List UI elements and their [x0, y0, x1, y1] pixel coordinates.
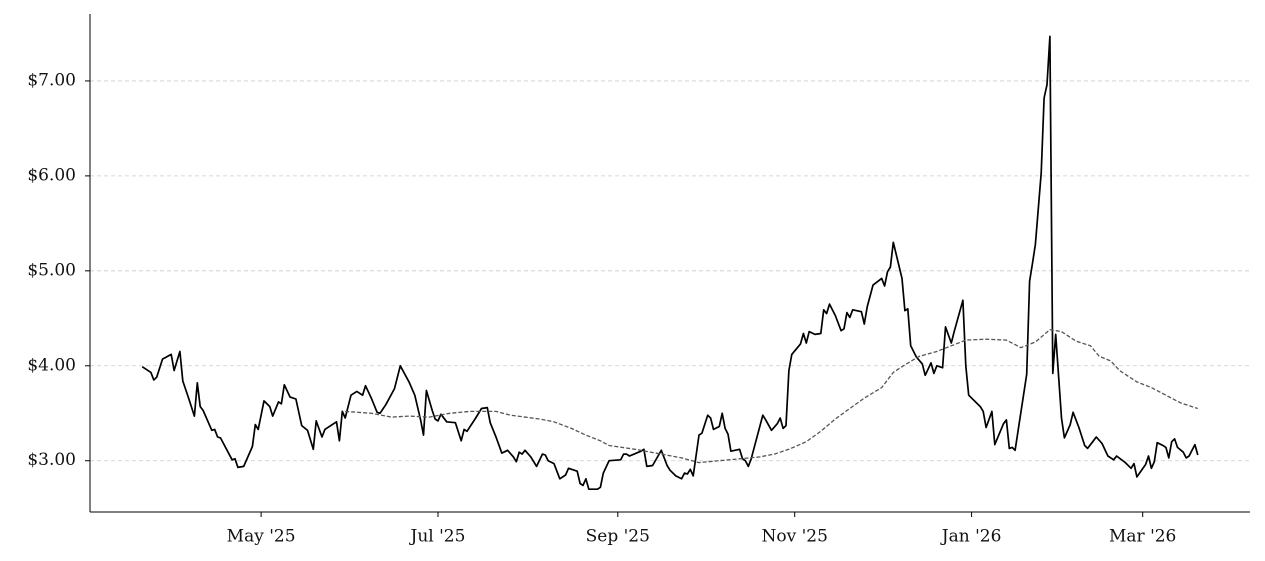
x-tick-label: Nov '25 — [761, 527, 827, 547]
x-tick-label: Jul '25 — [409, 527, 466, 547]
y-tick-label: $5.00 — [27, 260, 76, 280]
x-tick-label: Sep '25 — [586, 527, 650, 547]
x-tick-label: Jan '26 — [940, 527, 1002, 547]
series-line — [345, 329, 1199, 464]
x-tick-label: Mar '26 — [1109, 527, 1176, 547]
series-line — [141, 35, 1199, 491]
y-tick-label: $4.00 — [27, 355, 76, 375]
y-tick-label: $7.00 — [27, 70, 76, 90]
y-tick-label: $6.00 — [27, 165, 76, 185]
x-tick-label: May '25 — [227, 527, 296, 547]
y-tick-label: $3.00 — [27, 450, 76, 470]
